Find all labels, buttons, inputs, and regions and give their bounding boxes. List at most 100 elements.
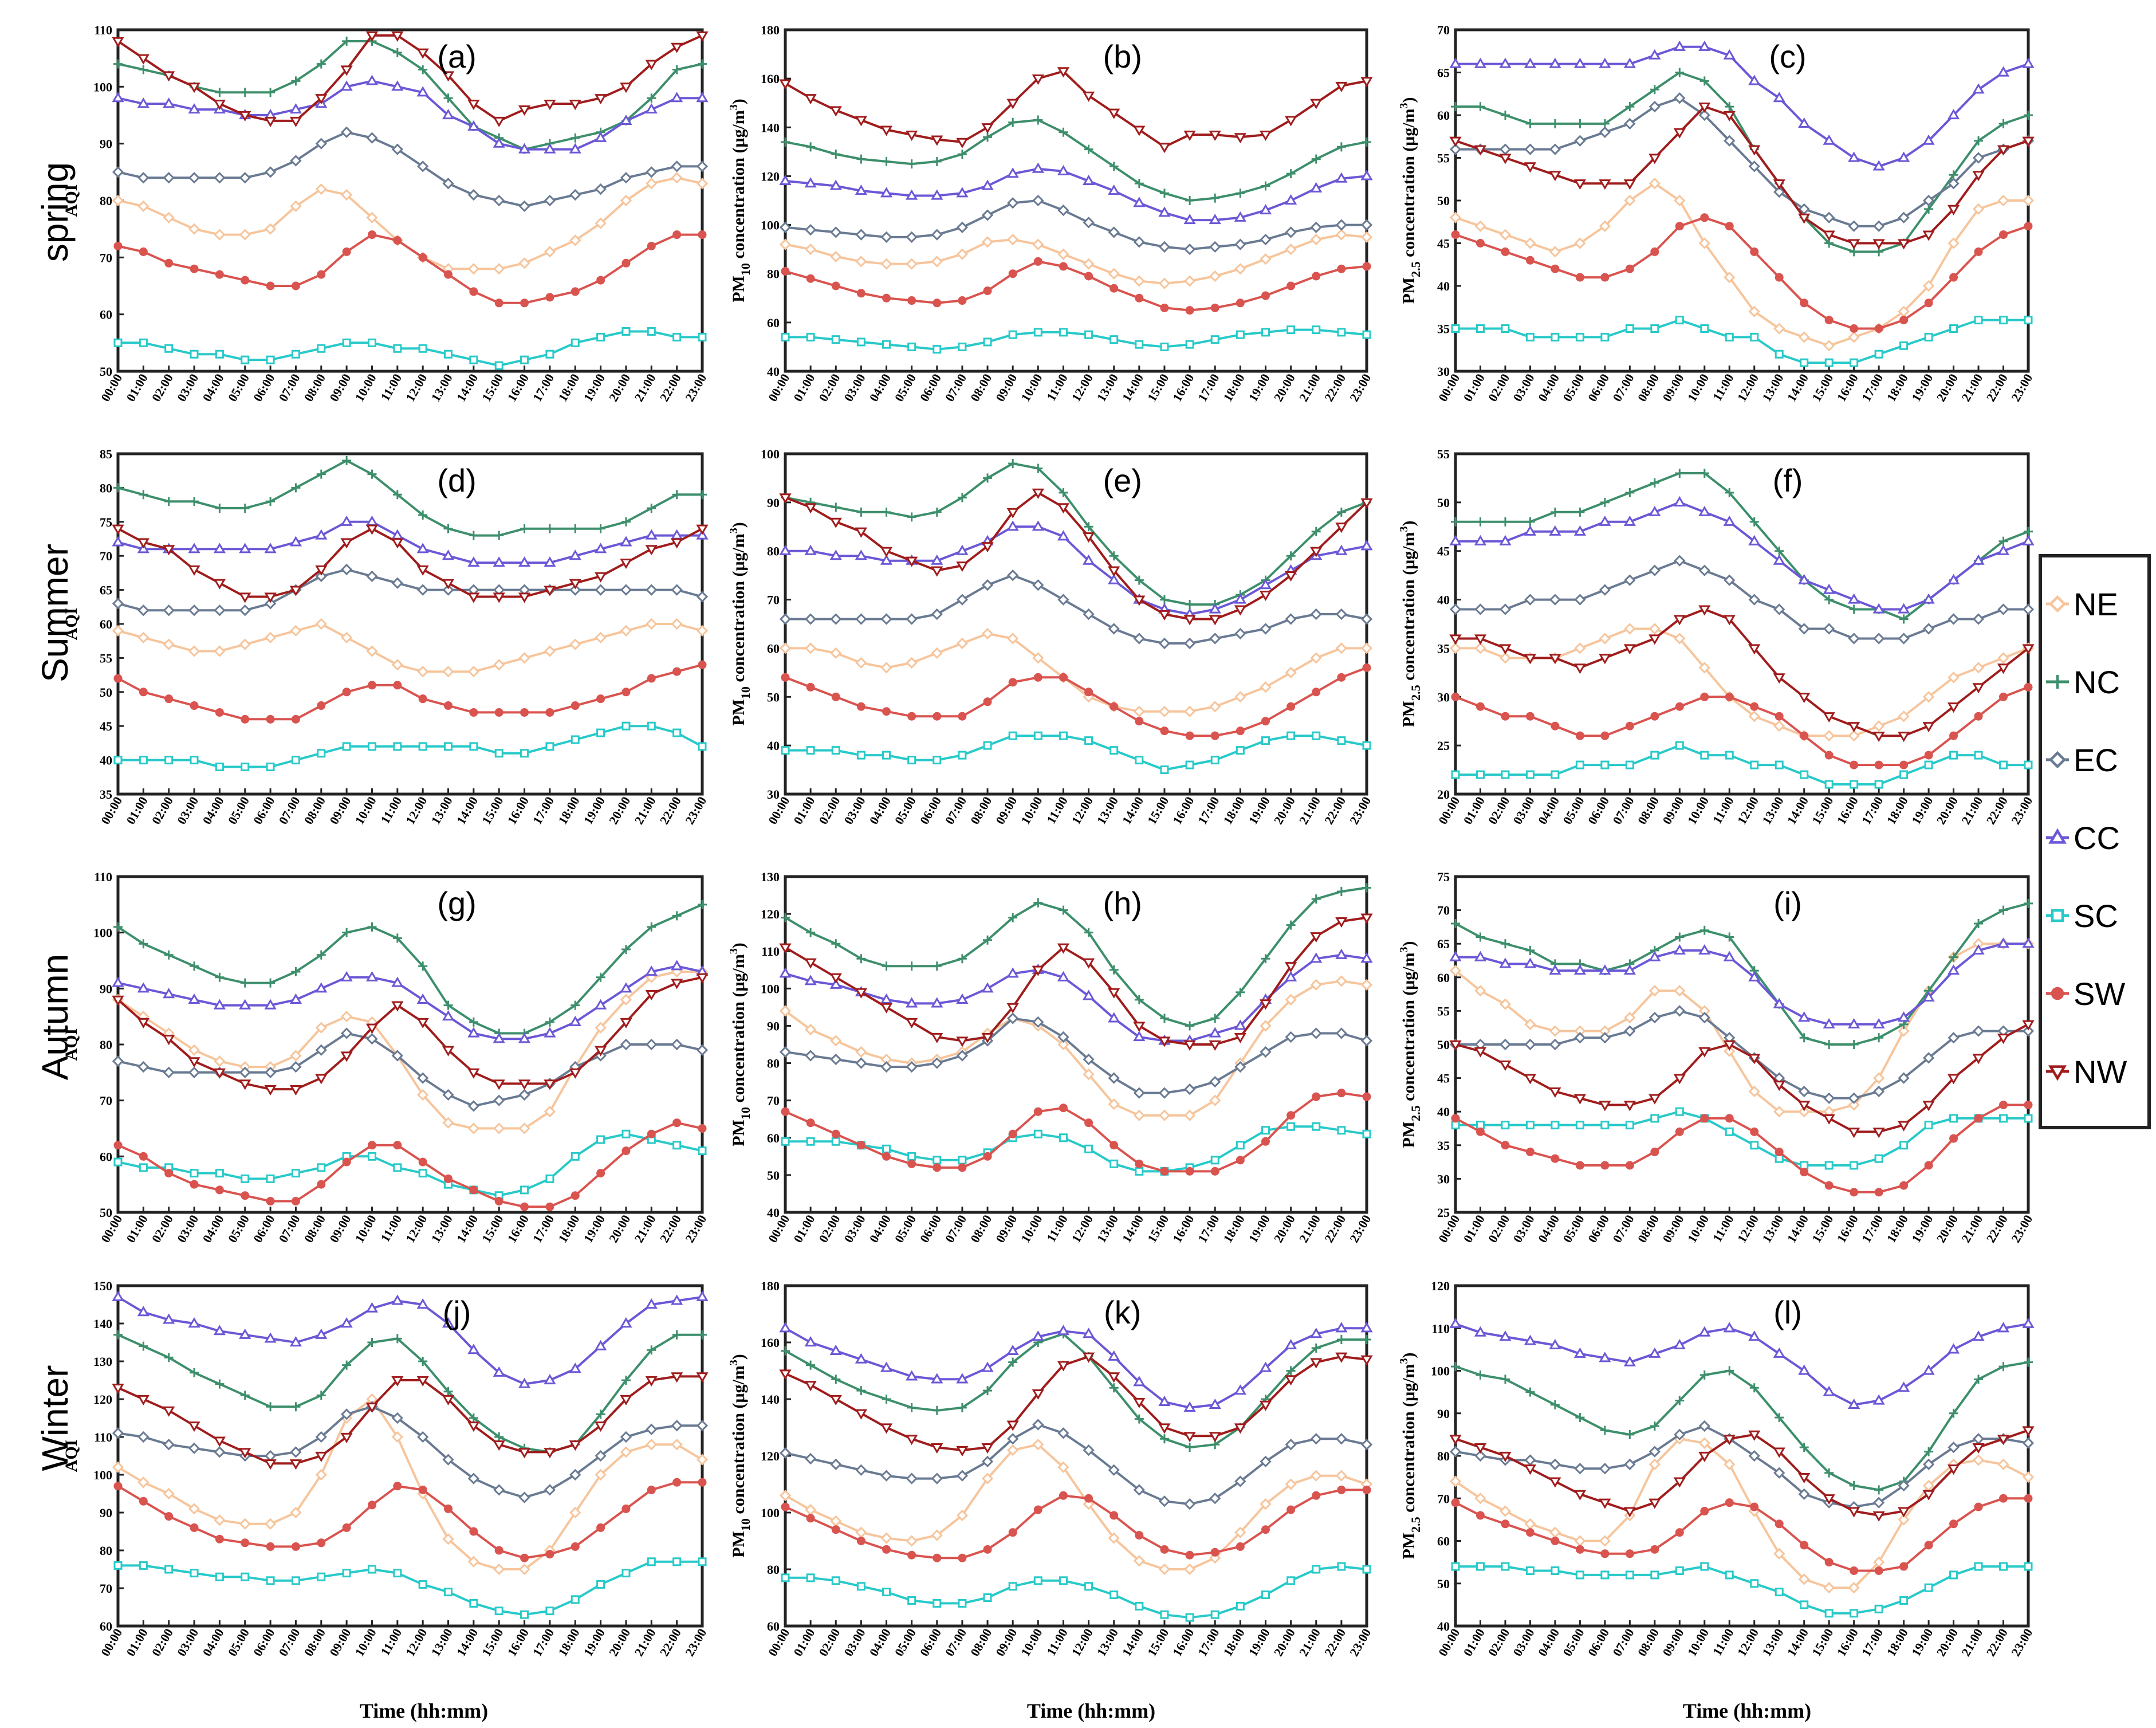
data-point-SC [393, 1163, 402, 1172]
data-point-SC [241, 762, 250, 771]
data-point-SC [215, 762, 224, 771]
data-point-SW [1999, 692, 2008, 701]
data-point-CC [1673, 496, 1686, 506]
data-point-SW [596, 1169, 605, 1178]
y-axis-title-close: ) [729, 522, 748, 528]
data-point-SC [596, 1135, 605, 1144]
data-point-NW [391, 31, 404, 42]
data-point-CC [365, 1302, 379, 1313]
data-point-NC [1675, 932, 1685, 942]
data-point-NC [1625, 488, 1635, 497]
data-point-SC [1210, 335, 1219, 344]
data-point-SW [1949, 273, 1958, 282]
y-tick-label: 75 [100, 515, 112, 529]
y-tick-label: 130 [93, 1354, 112, 1369]
y-tick-label: 80 [767, 544, 780, 559]
data-point-NC [1525, 945, 1535, 955]
y-tick-label: 70 [767, 593, 780, 607]
y-tick-label: 70 [100, 250, 112, 265]
data-point-NW [1897, 732, 1910, 743]
data-point-NE [1335, 642, 1347, 654]
data-point-NW [1474, 1047, 1487, 1058]
data-point-CC [264, 543, 277, 553]
data-point-NW [416, 1018, 429, 1028]
data-point-CC [1259, 579, 1272, 590]
data-point-CC [416, 543, 429, 553]
data-point-EC [1649, 100, 1661, 113]
data-point-SC [1286, 1576, 1296, 1585]
legend-marker-SW [2051, 987, 2064, 1000]
data-point-SC [1949, 324, 1958, 333]
data-point-SW [1949, 1134, 1958, 1143]
data-point-NE [906, 258, 918, 270]
data-point-NC [1874, 1033, 1884, 1043]
data-point-CC [264, 999, 277, 1010]
series-line-CC [785, 167, 1367, 222]
data-point-SW [1451, 692, 1460, 701]
data-point-SW [856, 702, 865, 711]
data-point-NE [214, 1514, 226, 1526]
data-point-NE [1873, 720, 1885, 732]
y-tick-label: 35 [100, 787, 112, 802]
data-point-SW [545, 1550, 554, 1559]
data-point-SW [418, 1485, 427, 1494]
data-point-CC [544, 1374, 556, 1385]
data-point-CC [1573, 57, 1587, 68]
data-point-SW [1551, 1154, 1560, 1163]
data-point-NC [882, 156, 891, 166]
data-point-NE [1360, 231, 1373, 243]
data-point-NC [983, 132, 993, 142]
data-point-SC [1185, 1613, 1194, 1622]
data-point-EC [163, 1439, 175, 1451]
data-point-SC [317, 1572, 326, 1581]
y-tick-label: 55 [100, 651, 112, 665]
data-point-SC [1600, 1570, 1610, 1580]
data-point-NW [163, 545, 175, 556]
data-point-NW [1798, 693, 1811, 704]
data-point-EC [906, 1061, 918, 1073]
data-point-CC [569, 549, 581, 560]
data-point-CC [137, 97, 149, 108]
data-point-NC [139, 65, 148, 74]
data-point-NW [1723, 111, 1736, 121]
data-point-SW [1625, 1161, 1634, 1170]
data-point-NC [215, 972, 225, 982]
y-tick-label: 25 [1437, 739, 1450, 753]
data-point-SW [494, 708, 503, 717]
data-point-SC [291, 1169, 300, 1178]
data-point-NE [341, 188, 353, 201]
data-point-EC [290, 155, 302, 167]
data-point-NC [291, 967, 301, 977]
data-point-SW [1312, 1491, 1321, 1500]
data-point-NW [569, 579, 581, 590]
panels: 506070809010011000:0001:0002:0003:0004:0… [62, 23, 2035, 1659]
data-point-NE [671, 172, 683, 184]
data-point-SC [1551, 770, 1560, 779]
data-point-NC [1525, 517, 1535, 527]
data-point-SW [698, 230, 707, 239]
data-point-NC [1500, 517, 1510, 527]
data-point-NC [164, 1353, 174, 1362]
data-point-NW [1997, 1034, 2010, 1044]
y-axis-title-sub: 10 [738, 263, 753, 276]
data-point-SC [1974, 316, 1983, 325]
data-point-SW [1160, 1545, 1169, 1554]
y-tick-label: 30 [1437, 690, 1450, 704]
data-point-NW [340, 1051, 353, 1062]
legend-label: CC [2074, 820, 2120, 856]
y-axis-title-pm: PM [1399, 701, 1418, 728]
data-point-NE [1997, 652, 2009, 664]
data-point-NW [1673, 1477, 1686, 1488]
data-point-NC [1033, 898, 1043, 908]
data-point-NW [1057, 1361, 1070, 1372]
series-SW [781, 257, 1371, 315]
data-point-NE [671, 1439, 683, 1451]
data-point-CC [1798, 574, 1811, 584]
data-point-CC [1723, 49, 1736, 60]
data-point-EC [830, 1053, 842, 1066]
data-point-SW [1033, 1505, 1042, 1514]
data-point-NW [1499, 1451, 1512, 1462]
data-point-NW [1573, 1490, 1587, 1501]
data-point-NC [520, 524, 529, 533]
data-point-CC [1599, 964, 1611, 975]
